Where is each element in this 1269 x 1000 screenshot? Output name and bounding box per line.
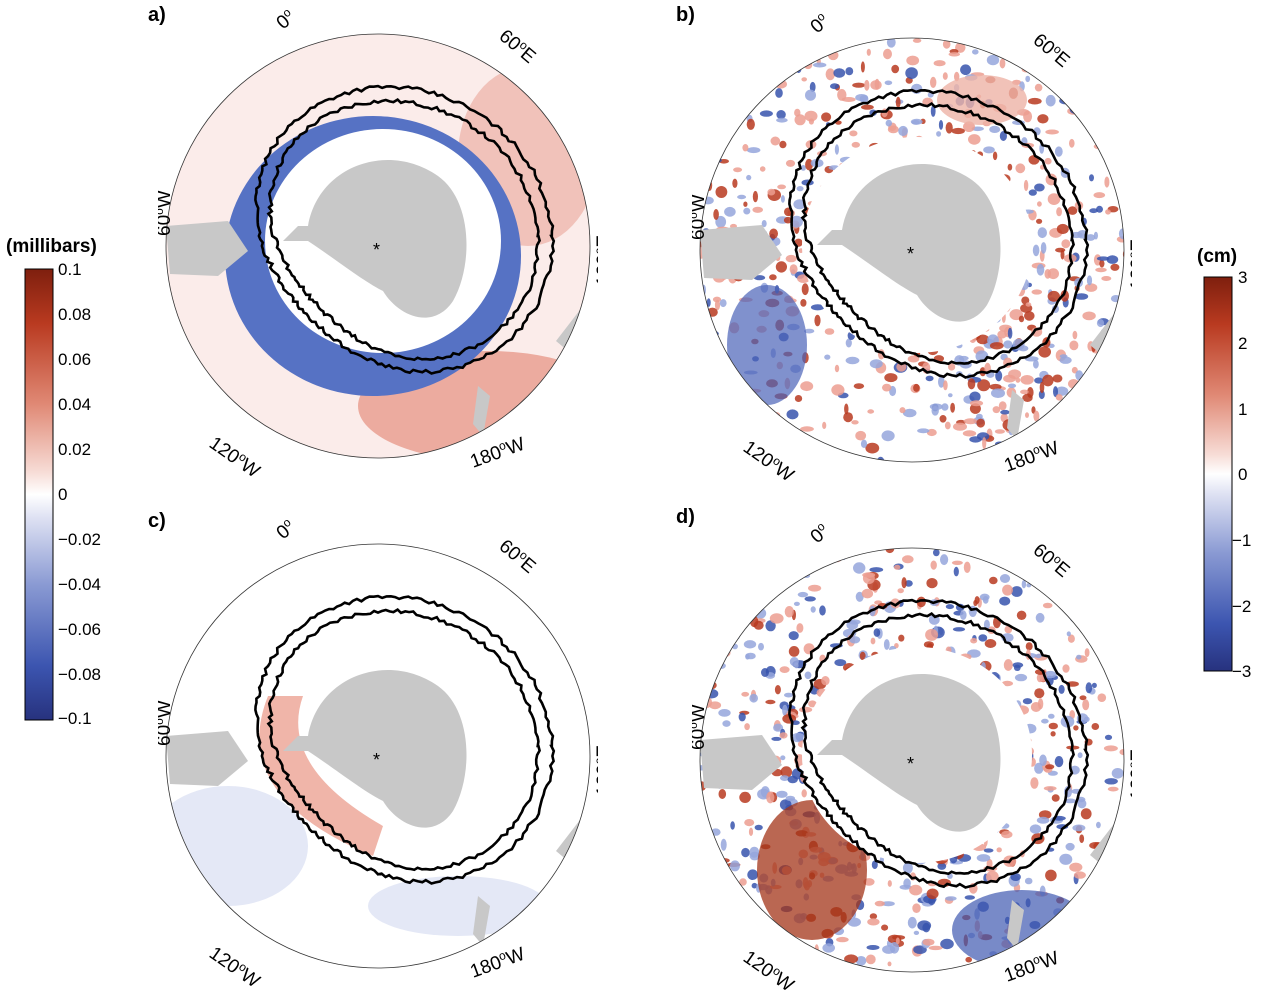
new-zealand-landmass (1007, 390, 1024, 440)
front-contour (254, 84, 556, 375)
longitude-label-0: 0o (271, 518, 299, 544)
longitude-label-120w: 120oW (205, 431, 264, 478)
colorbar-right-bar (1203, 276, 1233, 672)
longitude-label-60w: 60oW (692, 704, 709, 750)
longitude-label-60e: 60oE (495, 24, 541, 68)
colorbar-tick: −0.06 (58, 620, 102, 639)
south-america-landmass (700, 225, 782, 280)
map-boundary (165, 33, 591, 459)
longitude-label-120e: 120oE (592, 745, 598, 796)
panel-d-label: d) (676, 506, 695, 528)
map-boundary (699, 547, 1125, 973)
antarctica-landmass (283, 670, 467, 828)
colorbar-right-title: (cm) (1197, 246, 1238, 267)
front-contour (266, 97, 541, 362)
panel-a-map: * 0o 60oE 120oE 180oW 120oW 60oW (158, 8, 598, 478)
front-contour (254, 594, 556, 885)
longitude-label-120e: 120oE (1126, 749, 1132, 800)
longitude-label-180w: 180oW (467, 942, 528, 983)
front-contour (788, 598, 1090, 889)
new-zealand-landmass (473, 386, 490, 436)
panel-b-map: * 0o 60oE 120oE 180oW 120oW 60oW (692, 12, 1132, 482)
new-zealand-landmass (1007, 900, 1024, 950)
colorbar-tick: 2 (1238, 334, 1248, 353)
colorbar-tick: 0.02 (58, 440, 92, 459)
longitude-label-180w: 180oW (467, 432, 528, 473)
map-boundary (165, 543, 591, 969)
colorbar-tick: 0.1 (58, 260, 82, 279)
colorbar-tick: 3 (1238, 268, 1248, 287)
longitude-label-60e: 60oE (495, 534, 541, 578)
map-boundary (699, 37, 1125, 463)
colorbar-tick: −0.02 (58, 530, 102, 549)
colorbar-tick: −1 (1232, 531, 1252, 550)
longitude-label-120e: 120oE (592, 235, 598, 286)
colorbar-tick: −0.1 (58, 709, 92, 728)
colorbar-tick: 0.08 (58, 305, 92, 324)
colorbar-tick: −0.04 (58, 575, 102, 594)
antarctica-landmass (817, 674, 1001, 832)
longitude-label-60w: 60oW (692, 194, 709, 240)
south-pole-marker: * (373, 750, 380, 770)
front-contour (266, 607, 541, 872)
colorbar-left-bar (24, 268, 54, 721)
colorbar-left-title: (millibars) (6, 236, 97, 257)
longitude-label-0: 0o (805, 12, 833, 38)
longitude-label-60w: 60oW (158, 700, 175, 746)
panel-b-label: b) (676, 4, 695, 26)
south-america-landmass (166, 731, 248, 786)
colorbar-tick: −2 (1232, 597, 1252, 616)
longitude-label-120w: 120oW (205, 941, 264, 988)
longitude-label-60w: 60oW (158, 190, 175, 236)
colorbar-tick: 0.06 (58, 350, 92, 369)
colorbar-tick: 0 (1238, 465, 1248, 484)
colorbar-tick: −0.08 (58, 665, 102, 684)
longitude-label-120e: 120oE (1126, 239, 1132, 290)
colorbar-tick: 0 (58, 485, 68, 504)
longitude-label-0: 0o (271, 8, 299, 34)
south-pole-marker: * (907, 754, 914, 774)
front-contour (800, 101, 1075, 366)
longitude-label-120w: 120oW (739, 945, 798, 992)
south-america-landmass (700, 735, 782, 790)
panel-c-map: * 0o 60oE 120oE 180oW 120oW 60oW (158, 518, 598, 988)
longitude-label-60e: 60oE (1029, 28, 1075, 72)
panel-c-label: c) (148, 510, 166, 532)
longitude-label-0: 0o (805, 522, 833, 548)
colorbar-tick: −3 (1232, 662, 1252, 681)
south-pole-marker: * (373, 240, 380, 260)
panel-a-label: a) (148, 4, 166, 26)
south-america-landmass (166, 221, 248, 276)
south-pole-marker: * (907, 244, 914, 264)
antarctica-landmass (817, 164, 1001, 322)
new-zealand-landmass (473, 896, 490, 946)
panel-d-map: * 0o 60oE 120oE 180oW 120oW 60oW (692, 522, 1132, 992)
front-contour (800, 611, 1075, 876)
colorbar-tick: 0.04 (58, 395, 92, 414)
longitude-label-120w: 120oW (739, 435, 798, 482)
longitude-label-60e: 60oE (1029, 538, 1075, 582)
longitude-label-180w: 180oW (1001, 436, 1062, 477)
longitude-label-180w: 180oW (1001, 946, 1062, 987)
front-contour (788, 88, 1090, 379)
colorbar-tick: 1 (1238, 400, 1248, 419)
antarctica-landmass (283, 160, 467, 318)
